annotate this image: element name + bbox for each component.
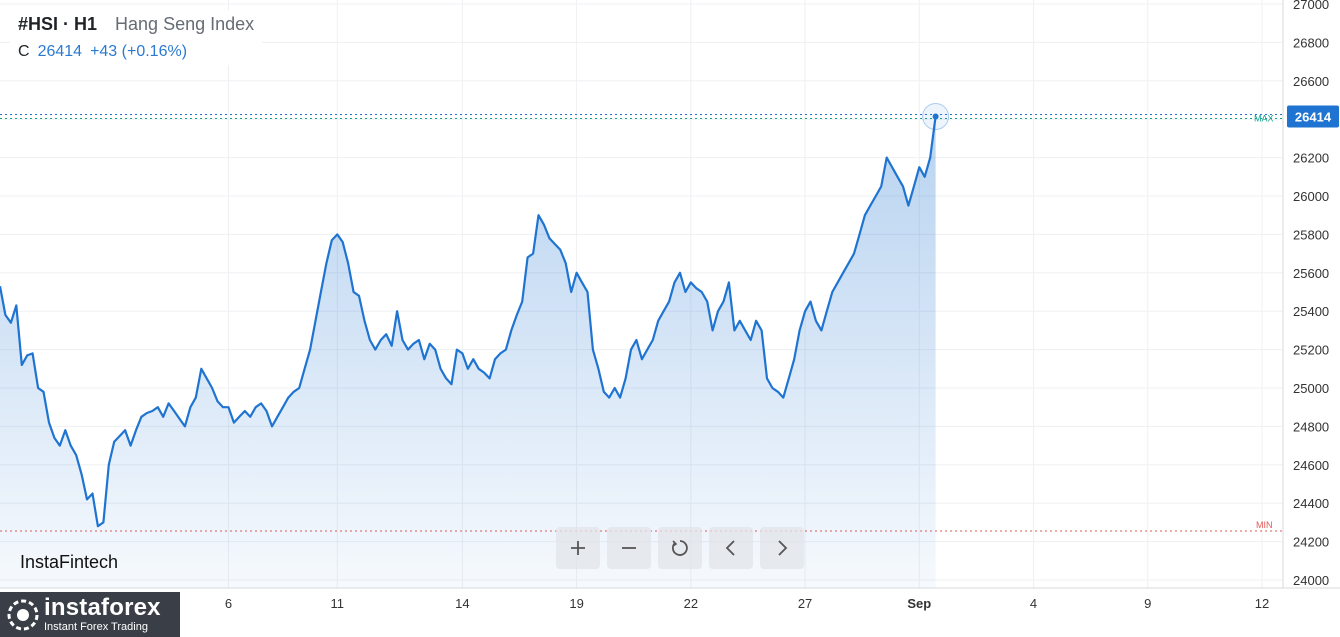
instrument-name: Hang Seng Index [115, 14, 255, 34]
change-value: +43 (+0.16%) [90, 43, 188, 60]
area-fill [0, 116, 936, 588]
brand-banner[interactable]: instaforex Instant Forex Trading [0, 592, 180, 637]
chevron-left-icon [725, 540, 735, 556]
y-tick-label: 25200 [1293, 343, 1329, 358]
y-tick-label: 25600 [1293, 266, 1329, 281]
min-label: MIN [1256, 520, 1273, 530]
close-value: 26414 [37, 43, 83, 60]
y-tick-label: 24800 [1293, 419, 1329, 434]
x-tick-label: 19 [569, 596, 583, 611]
y-tick-label: 24600 [1293, 458, 1329, 473]
x-tick-label: 22 [684, 596, 698, 611]
plus-icon [571, 541, 585, 555]
chevron-right-icon [778, 540, 788, 556]
x-tick-label: 4 [1030, 596, 1037, 611]
zoom-out-button[interactable] [607, 527, 651, 569]
chart-toolbar [556, 527, 804, 569]
y-tick-label: 24400 [1293, 496, 1329, 511]
y-tick-label: 25800 [1293, 227, 1329, 242]
y-tick-label: 24000 [1293, 573, 1329, 588]
y-tick-label: 25000 [1293, 381, 1329, 396]
y-tick-label: 26000 [1293, 189, 1329, 204]
minus-icon [622, 547, 636, 549]
scroll-right-button[interactable] [760, 527, 804, 569]
reset-icon [672, 540, 688, 556]
zoom-in-button[interactable] [556, 527, 600, 569]
close-label: C [18, 43, 30, 60]
price-line [0, 116, 937, 528]
x-tick-label: 14 [455, 596, 469, 611]
brand-tagline: Instant Forex Trading [44, 621, 148, 633]
chart-header: #HSI · H1 Hang Seng Index C 26414 +43 (+… [10, 10, 263, 65]
max-label: MAX [1254, 114, 1274, 124]
y-tick-label: 24200 [1293, 535, 1329, 550]
instaforex-logo-icon [7, 599, 39, 630]
x-tick-label: 12 [1255, 596, 1269, 611]
y-tick-label: 25400 [1293, 304, 1329, 319]
brand-name: instaforex [44, 594, 161, 621]
y-tick-label: 26600 [1293, 74, 1329, 89]
y-tick-label: 26200 [1293, 151, 1329, 166]
last-point-marker [932, 113, 939, 120]
symbol-label: #HSI · H1 [18, 14, 98, 34]
scroll-left-button[interactable] [709, 527, 753, 569]
price-tag-label: 26414 [1295, 110, 1332, 125]
x-tick-label: 27 [798, 596, 812, 611]
x-tick-label: Sep [907, 596, 931, 611]
watermark: InstaFintech [20, 552, 119, 572]
reset-button[interactable] [658, 527, 702, 569]
price-tag [1287, 105, 1339, 128]
x-tick-label: 6 [225, 596, 232, 611]
y-tick-label: 26800 [1293, 35, 1329, 50]
x-tick-label: 11 [331, 596, 345, 611]
y-tick-label: 27000 [1293, 0, 1329, 12]
x-tick-label: 9 [1144, 596, 1151, 611]
